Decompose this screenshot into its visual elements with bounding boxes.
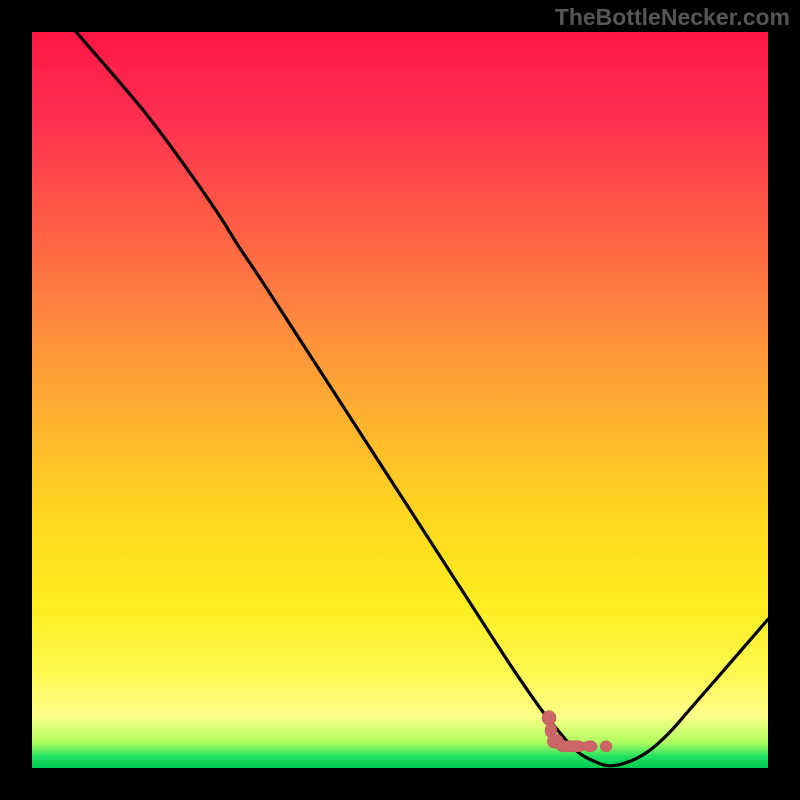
watermark-text: TheBottleNecker.com bbox=[555, 4, 790, 31]
plot-area bbox=[32, 32, 768, 768]
gradient-background bbox=[32, 32, 768, 768]
chart-container: TheBottleNecker.com bbox=[0, 0, 800, 800]
dash-mark bbox=[583, 741, 598, 752]
dash-mark bbox=[556, 741, 585, 752]
dash-mark bbox=[600, 741, 612, 752]
chart-svg bbox=[32, 32, 768, 768]
dash-mark bbox=[542, 711, 556, 726]
